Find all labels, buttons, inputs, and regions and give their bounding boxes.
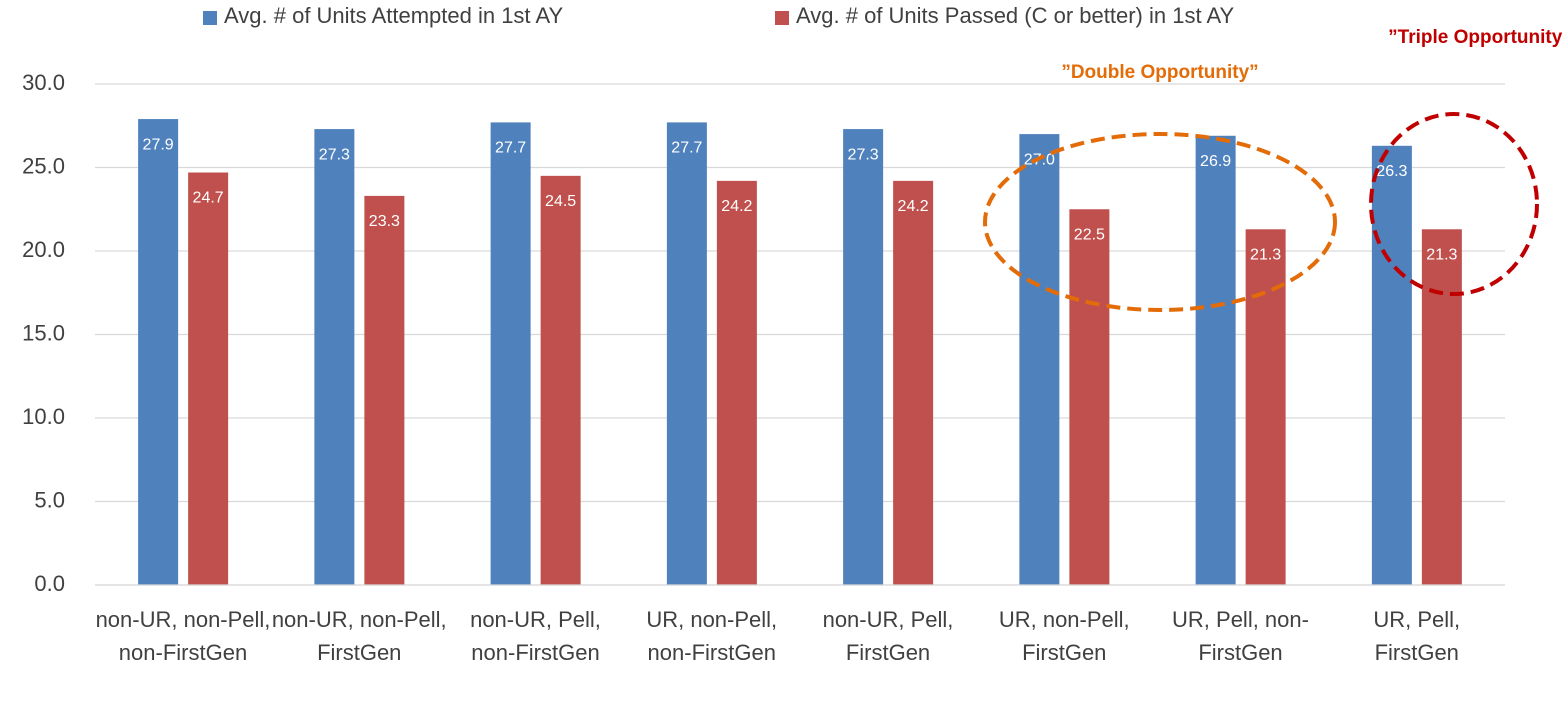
annotation-text: ”Double Opportunity” (1061, 62, 1259, 83)
y-tick-label: 10.0 (22, 404, 65, 429)
y-tick-label: 25.0 (22, 153, 65, 178)
value-label: 26.9 (1200, 153, 1231, 170)
bar (138, 119, 179, 585)
x-tick-label: UR, non-Pell, non-FirstGen (646, 607, 778, 665)
value-label: 27.7 (671, 140, 702, 157)
bar (716, 180, 757, 586)
x-tick-label: UR, non-Pell, FirstGen (998, 607, 1130, 665)
bar (1245, 229, 1286, 586)
bar (893, 180, 934, 586)
y-tick-label: 15.0 (22, 320, 65, 345)
value-label: 23.3 (369, 213, 400, 230)
y-tick-label: 5.0 (34, 487, 65, 512)
bar (490, 122, 531, 585)
y-tick-label: 30.0 (22, 70, 65, 95)
legend-label: Avg. # of Units Attempted in 1st AY (224, 3, 564, 28)
x-tick-label: non-UR, Pell, non-FirstGen (470, 607, 601, 665)
value-label: 27.3 (848, 146, 879, 163)
bar (314, 129, 355, 585)
legend-label: Avg. # of Units Passed (C or better) in … (796, 3, 1235, 28)
bar (843, 129, 884, 585)
value-label: 24.2 (898, 198, 929, 215)
bar (1019, 134, 1060, 585)
annotation-text: ”Triple Opportunity” (1388, 27, 1563, 48)
value-label: 27.7 (495, 140, 526, 157)
annotation-ellipse (983, 132, 1337, 312)
value-label: 21.3 (1250, 247, 1281, 264)
bar (1195, 135, 1236, 585)
legend-swatch (203, 11, 217, 25)
value-label: 24.5 (545, 193, 576, 210)
bar (540, 175, 581, 585)
x-tick-label: UR, Pell, FirstGen (1373, 607, 1461, 665)
x-tick-label: non-UR, non-Pell, FirstGen (271, 607, 447, 665)
y-tick-label: 20.0 (22, 237, 65, 262)
value-label: 22.5 (1074, 226, 1105, 243)
value-label: 21.3 (1426, 247, 1457, 264)
x-tick-label: non-UR, Pell, FirstGen (822, 607, 954, 665)
bar (1069, 209, 1110, 585)
value-label: 27.3 (319, 146, 350, 163)
value-label: 24.7 (193, 190, 224, 207)
legend-swatch (775, 11, 789, 25)
value-label: 26.3 (1376, 163, 1407, 180)
x-tick-label: UR, Pell, non-FirstGen (1172, 607, 1309, 665)
bar (188, 172, 229, 585)
value-label: 24.2 (721, 198, 752, 215)
bar (364, 195, 405, 585)
bar (666, 122, 707, 585)
x-tick-label: non-UR, non-Pell, non-FirstGen (95, 607, 271, 665)
bar (1421, 229, 1462, 586)
value-label: 27.9 (143, 136, 174, 153)
bar (1371, 145, 1412, 586)
annotation-ellipse (1369, 112, 1539, 296)
y-tick-label: 0.0 (34, 571, 65, 596)
